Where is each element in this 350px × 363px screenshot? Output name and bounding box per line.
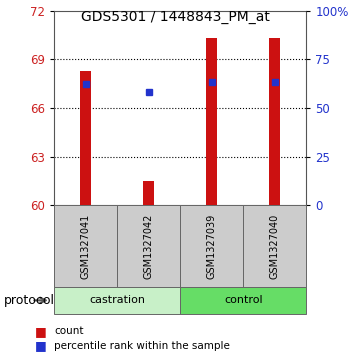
Text: ■: ■ xyxy=(35,325,47,338)
Text: control: control xyxy=(224,295,262,305)
Text: count: count xyxy=(54,326,84,336)
Text: GSM1327040: GSM1327040 xyxy=(270,213,280,278)
Text: castration: castration xyxy=(89,295,145,305)
Text: ■: ■ xyxy=(35,339,47,352)
Bar xyxy=(206,38,217,205)
Bar xyxy=(269,38,280,205)
Text: GSM1327039: GSM1327039 xyxy=(207,213,217,278)
Text: GSM1327041: GSM1327041 xyxy=(81,213,91,278)
Bar xyxy=(80,71,91,205)
Text: GDS5301 / 1448843_PM_at: GDS5301 / 1448843_PM_at xyxy=(80,10,270,24)
Text: percentile rank within the sample: percentile rank within the sample xyxy=(54,340,230,351)
Text: protocol: protocol xyxy=(4,294,55,307)
Text: GSM1327042: GSM1327042 xyxy=(144,213,154,279)
Bar xyxy=(143,181,154,205)
